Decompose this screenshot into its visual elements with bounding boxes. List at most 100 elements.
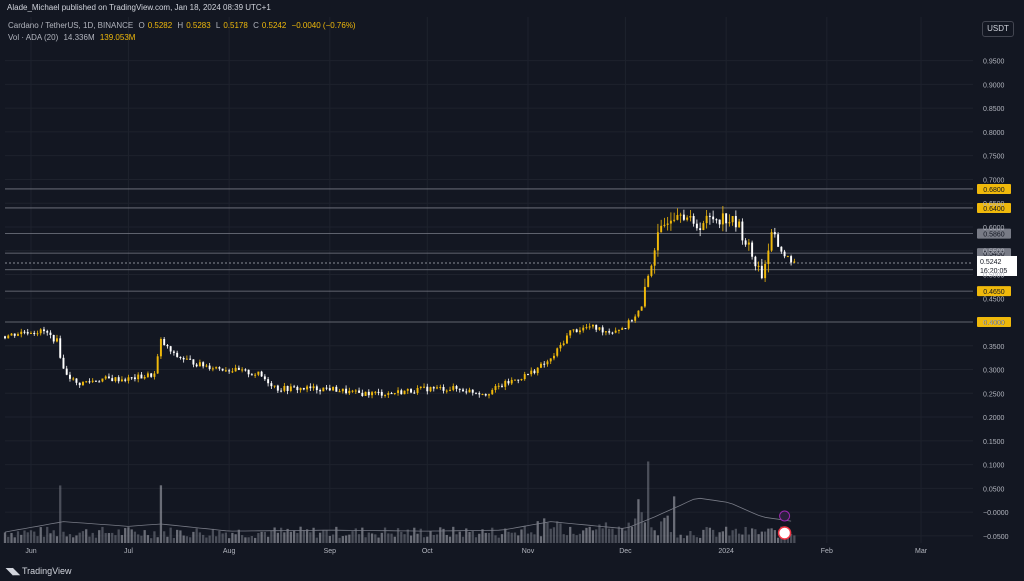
volume-bar xyxy=(465,528,468,543)
tradingview-logo-icon[interactable]: ◥◣ xyxy=(6,566,20,576)
volume-bar xyxy=(396,528,400,543)
low-value: 0.5178 xyxy=(223,21,248,30)
candle-body xyxy=(715,219,718,221)
volume-bar xyxy=(585,527,588,543)
volume-bar xyxy=(46,526,49,543)
candle-body xyxy=(111,378,114,382)
candle-body xyxy=(254,374,257,376)
candle-body xyxy=(39,329,42,334)
level-tag xyxy=(977,248,1011,259)
candle-body xyxy=(488,394,490,396)
volume-bar xyxy=(55,536,59,543)
candle-body xyxy=(504,381,507,387)
volume-bar xyxy=(747,534,751,543)
volume-bar xyxy=(130,529,133,543)
candle-body xyxy=(354,390,357,392)
volume-bar xyxy=(621,528,624,543)
currency-button[interactable]: USDT xyxy=(982,21,1014,37)
candle-body xyxy=(653,250,656,266)
volume-bar xyxy=(582,530,585,543)
footer-brand[interactable]: TradingView xyxy=(22,566,72,576)
candle-body xyxy=(747,242,750,245)
candle-body xyxy=(536,367,539,374)
candle-body xyxy=(491,389,494,395)
volume-ma-value: 139.053M xyxy=(99,33,136,42)
candle-body xyxy=(530,370,533,375)
candle-body xyxy=(33,332,36,334)
candle-body xyxy=(770,232,773,251)
volume-bar xyxy=(195,528,198,543)
volume-bar xyxy=(562,534,565,543)
volume-bar xyxy=(757,534,760,543)
lightning-icon[interactable] xyxy=(779,510,791,522)
volume-bar xyxy=(305,529,309,543)
candle-body xyxy=(673,219,676,221)
candle-body xyxy=(624,328,627,330)
candle-body xyxy=(75,378,78,383)
candle-body xyxy=(510,379,513,384)
candle-body xyxy=(520,379,523,381)
y-tick-label: 0.3000 xyxy=(983,368,1005,375)
candle-body xyxy=(169,346,172,352)
candle-body xyxy=(159,338,162,357)
volume-bar xyxy=(234,534,237,543)
candle-body xyxy=(153,373,156,377)
candle-body xyxy=(432,387,435,389)
x-tick-label: Jul xyxy=(124,548,133,555)
candle-body xyxy=(400,390,403,395)
candle-body xyxy=(725,213,728,224)
volume-bar xyxy=(279,527,283,543)
candle-body xyxy=(565,335,568,344)
candle-body xyxy=(786,256,789,258)
y-tick-label: 0.9000 xyxy=(983,82,1005,89)
volume-bar xyxy=(484,532,487,543)
candle-body xyxy=(585,327,588,329)
candle-body xyxy=(133,377,136,380)
flag-icon[interactable] xyxy=(777,526,792,540)
candle-body xyxy=(721,213,724,225)
volume-bar xyxy=(728,535,731,543)
symbol-title[interactable]: Cardano / TetherUS, 1D, BINANCE xyxy=(8,21,134,30)
volume-bar xyxy=(539,536,543,543)
level-label: 0.4650 xyxy=(983,289,1005,296)
candle-body xyxy=(582,327,585,331)
candle-body xyxy=(189,358,192,360)
candle-body xyxy=(630,320,633,322)
candle-body xyxy=(332,386,335,391)
last-price-tag xyxy=(977,255,1017,276)
volume-bar xyxy=(348,534,351,543)
volume-bar xyxy=(361,527,364,543)
volume-bar xyxy=(669,532,673,543)
volume-bar xyxy=(419,528,422,543)
chart-panel[interactable] xyxy=(5,17,1017,559)
candle-body xyxy=(393,392,396,394)
volume-bar xyxy=(247,537,250,543)
volume-bar xyxy=(357,534,361,543)
volume-bar xyxy=(315,537,318,543)
candle-body xyxy=(195,364,198,367)
symbol-legend[interactable]: Cardano / TetherUS, 1D, BINANCE O 0.5282 … xyxy=(8,21,359,30)
level-tag xyxy=(977,286,1011,297)
volume-bar xyxy=(686,535,689,543)
candle-body xyxy=(49,332,52,335)
volume-bar xyxy=(231,532,234,543)
x-tick-label: Sep xyxy=(324,548,337,555)
candle-body xyxy=(338,391,341,393)
volume-bar xyxy=(250,536,254,543)
volume-bar xyxy=(302,530,305,543)
low-label: L xyxy=(215,21,221,30)
volume-bar xyxy=(400,531,403,543)
volume-value: 14.336M xyxy=(63,33,95,42)
candle-body xyxy=(569,330,572,336)
candle-body xyxy=(773,232,776,235)
candle-body xyxy=(192,359,195,365)
candle-body xyxy=(81,381,84,386)
volume-legend[interactable]: Vol · ADA (20) 14.336M 139.053M xyxy=(8,33,135,42)
volume-bar xyxy=(572,533,575,543)
candle-body xyxy=(517,379,520,381)
candle-body xyxy=(215,367,218,369)
volume-bar xyxy=(754,529,757,543)
grid xyxy=(5,17,973,543)
candle-body xyxy=(731,216,734,223)
